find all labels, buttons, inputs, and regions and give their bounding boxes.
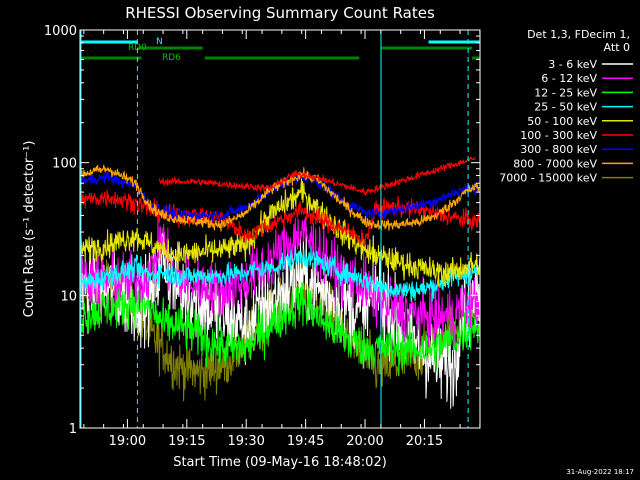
x-tick-label: 19:30 <box>227 434 264 449</box>
flag-label: RD6 <box>162 53 181 63</box>
legend-label: 3 - 6 keV <box>548 58 597 71</box>
legend-label: 12 - 25 keV <box>534 86 597 99</box>
y-tick-label: 100 <box>52 157 77 172</box>
legend-label: 25 - 50 keV <box>534 101 597 114</box>
y-tick-label: 1000 <box>44 24 77 39</box>
legend-label: 300 - 800 keV <box>520 143 597 156</box>
legend-title-line-1: Det 1,3, FDecim 1, <box>527 28 630 41</box>
y-tick-label: 10 <box>60 289 77 304</box>
series-trace <box>79 255 481 402</box>
x-tick-label: 20:15 <box>406 434 443 449</box>
data-traces <box>79 156 481 409</box>
y-tick-label: 1 <box>69 422 77 437</box>
legend-label: 7000 - 15000 keV <box>499 172 597 185</box>
footer-timestamp: 31-Aug-2022 18:17 <box>566 468 634 476</box>
y-axis-label: Count Rate (s⁻¹ detector⁻¹) <box>22 141 37 318</box>
series-trace <box>79 215 481 348</box>
series-trace <box>79 164 481 232</box>
x-tick-label: 19:45 <box>287 434 324 449</box>
legend-label: 50 - 100 keV <box>527 115 597 128</box>
series-trace <box>79 282 481 376</box>
series-trace <box>79 245 481 302</box>
x-tick-label: 19:00 <box>109 434 146 449</box>
legend-label: 6 - 12 keV <box>541 72 597 85</box>
axes: 19:00 19:15 19:30 19:45 20:00 20:15 1 10 100 1000 <box>44 24 481 449</box>
series-trace <box>158 156 477 197</box>
legend-label: 800 - 7000 keV <box>513 157 597 170</box>
legend-title-line-2: Att 0 <box>604 41 630 54</box>
x-axis-label: Start Time (09-May-16 18:48:02) <box>173 455 387 470</box>
series-trace <box>79 189 481 247</box>
x-tick-label: 19:15 <box>168 434 205 449</box>
series-trace <box>79 178 481 287</box>
plot-frame <box>79 29 481 429</box>
x-tick-label: 20:00 <box>346 434 383 449</box>
chart-title: RHESSI Observing Summary Count Rates <box>125 4 435 22</box>
flag-label: N <box>156 37 163 47</box>
legend-label: 100 - 300 keV <box>520 129 597 142</box>
